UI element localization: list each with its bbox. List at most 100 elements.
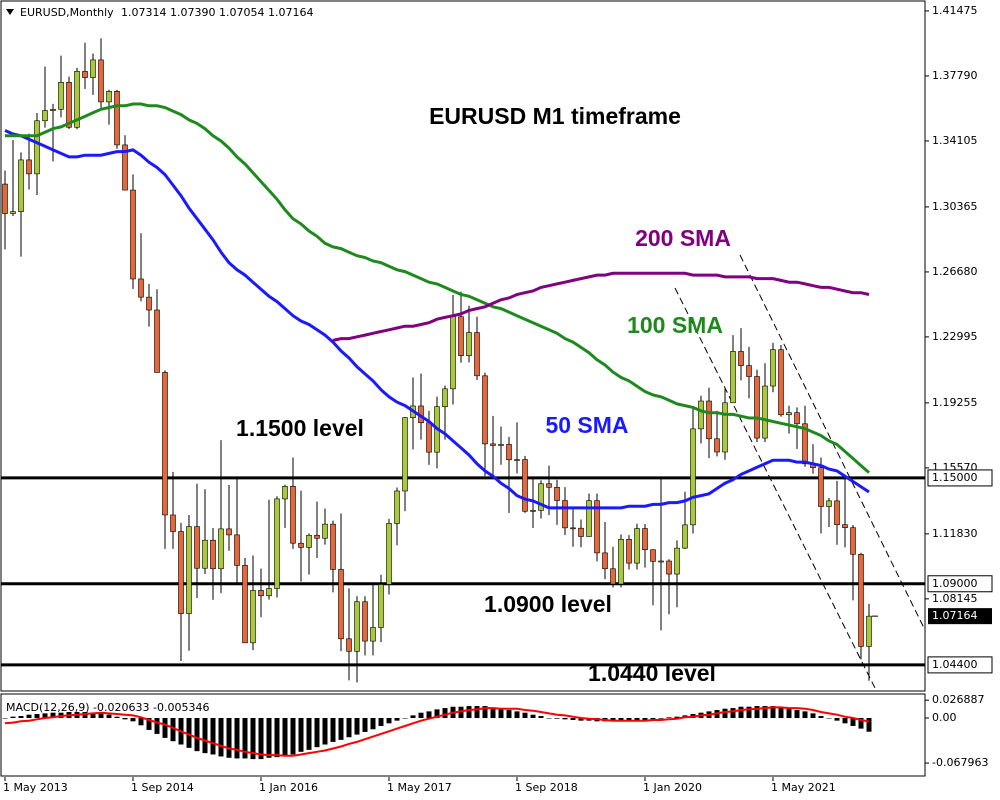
ohlc-header: 1.07314 1.07390 1.07054 1.07164: [121, 6, 313, 19]
candle-body: [522, 459, 528, 512]
macd-bar: [90, 712, 96, 719]
candle-body: [610, 568, 616, 585]
candle-body: [34, 120, 40, 175]
macd-bar: [778, 707, 784, 719]
header-arrow: [6, 9, 14, 15]
macd-bar: [10, 716, 16, 719]
y-tick-label: 1.22995: [932, 330, 978, 343]
candle-body: [74, 71, 80, 128]
candle-body: [482, 375, 488, 445]
candle-body: [674, 547, 680, 575]
candle-body: [122, 144, 128, 191]
x-tick-label: 1 May 2021: [771, 781, 836, 794]
candle-body: [642, 528, 648, 551]
macd-bar: [130, 718, 136, 722]
candle-body: [850, 527, 856, 555]
candle-body: [450, 316, 456, 390]
macd-bar: [154, 718, 160, 734]
macd-bar: [610, 718, 616, 722]
macd-bar: [426, 711, 432, 719]
candle-body: [26, 159, 32, 175]
candle-body: [330, 523, 336, 570]
macd-bar: [266, 718, 272, 758]
macd-bar: [442, 708, 448, 719]
candle-body: [58, 82, 64, 110]
level-label: 1.09000: [932, 577, 978, 590]
macd-bar: [346, 718, 352, 738]
candle-body: [866, 615, 872, 647]
macd-bar: [82, 712, 88, 719]
macd-bar: [298, 718, 304, 752]
y-tick-label: 1.19255: [932, 396, 978, 409]
macd-bar: [858, 718, 864, 729]
sma-label: 100 SMA: [627, 312, 723, 338]
macd-bar: [562, 718, 568, 720]
macd-bar: [202, 718, 208, 754]
macd-bar: [570, 718, 576, 720]
candle-body: [698, 400, 704, 430]
candle-body: [154, 309, 160, 373]
candle-body: [506, 444, 512, 461]
y-tick-label: 1.37790: [932, 69, 978, 82]
macd-bar: [330, 718, 336, 742]
sma-label: 50 SMA: [545, 412, 628, 438]
candle-body: [626, 539, 632, 564]
candle-body: [474, 332, 480, 377]
macd-bar: [786, 708, 792, 719]
macd-bar: [474, 706, 480, 719]
candle-body: [594, 500, 600, 554]
candle-body: [706, 400, 712, 440]
macd-bar: [242, 718, 248, 759]
macd-bar: [626, 718, 632, 722]
macd-bar: [514, 711, 520, 719]
macd-bar: [490, 707, 496, 719]
candle-body: [490, 443, 496, 446]
macd-bar: [754, 706, 760, 719]
candle-body: [530, 510, 536, 512]
y-tick-label: 1.26680: [932, 265, 978, 278]
macd-bar: [522, 712, 528, 719]
candle-body: [370, 627, 376, 642]
macd-bar: [314, 718, 320, 748]
annotation: 1.1500 level: [236, 415, 364, 441]
macd-bar: [378, 718, 384, 726]
candle-body: [802, 423, 808, 465]
macd-bar: [258, 718, 264, 760]
candle-body: [298, 542, 304, 548]
macd-bar: [394, 718, 400, 721]
candle-body: [754, 376, 760, 439]
y-tick-label: 1.41475: [932, 4, 978, 17]
macd-bar: [338, 718, 344, 740]
candle-body: [442, 388, 448, 407]
macd-bar: [482, 706, 488, 719]
candle-body: [42, 110, 48, 122]
macd-bar: [770, 706, 776, 719]
candle-body: [722, 402, 728, 453]
candle-body: [498, 444, 504, 446]
x-tick-label: 1 Jan 2020: [643, 781, 702, 794]
macd-bar: [842, 718, 848, 724]
macd-bar: [194, 718, 200, 752]
candle-body: [402, 417, 408, 492]
macd-bar: [26, 714, 32, 719]
y-tick-label: -0.067963: [932, 756, 988, 769]
macd-bar: [730, 708, 736, 719]
macd-bar: [818, 716, 824, 719]
y-tick-label: 0.00: [932, 711, 957, 724]
macd-panel-frame: [0, 693, 926, 777]
macd-bar: [618, 718, 624, 722]
x-tick-label: 1 Sep 2014: [131, 781, 194, 794]
main-panel-frame: [0, 0, 926, 692]
macd-bar: [642, 718, 648, 721]
y-tick-label: 1.30365: [932, 200, 978, 213]
candle-body: [666, 560, 672, 575]
candle-body: [146, 296, 152, 311]
candle-body: [586, 500, 592, 537]
candle-body: [354, 601, 360, 652]
macd-bar: [362, 718, 368, 732]
candle-body: [338, 569, 344, 640]
candle-body: [314, 534, 320, 539]
candle-body: [634, 528, 640, 564]
candle-body: [130, 189, 136, 280]
